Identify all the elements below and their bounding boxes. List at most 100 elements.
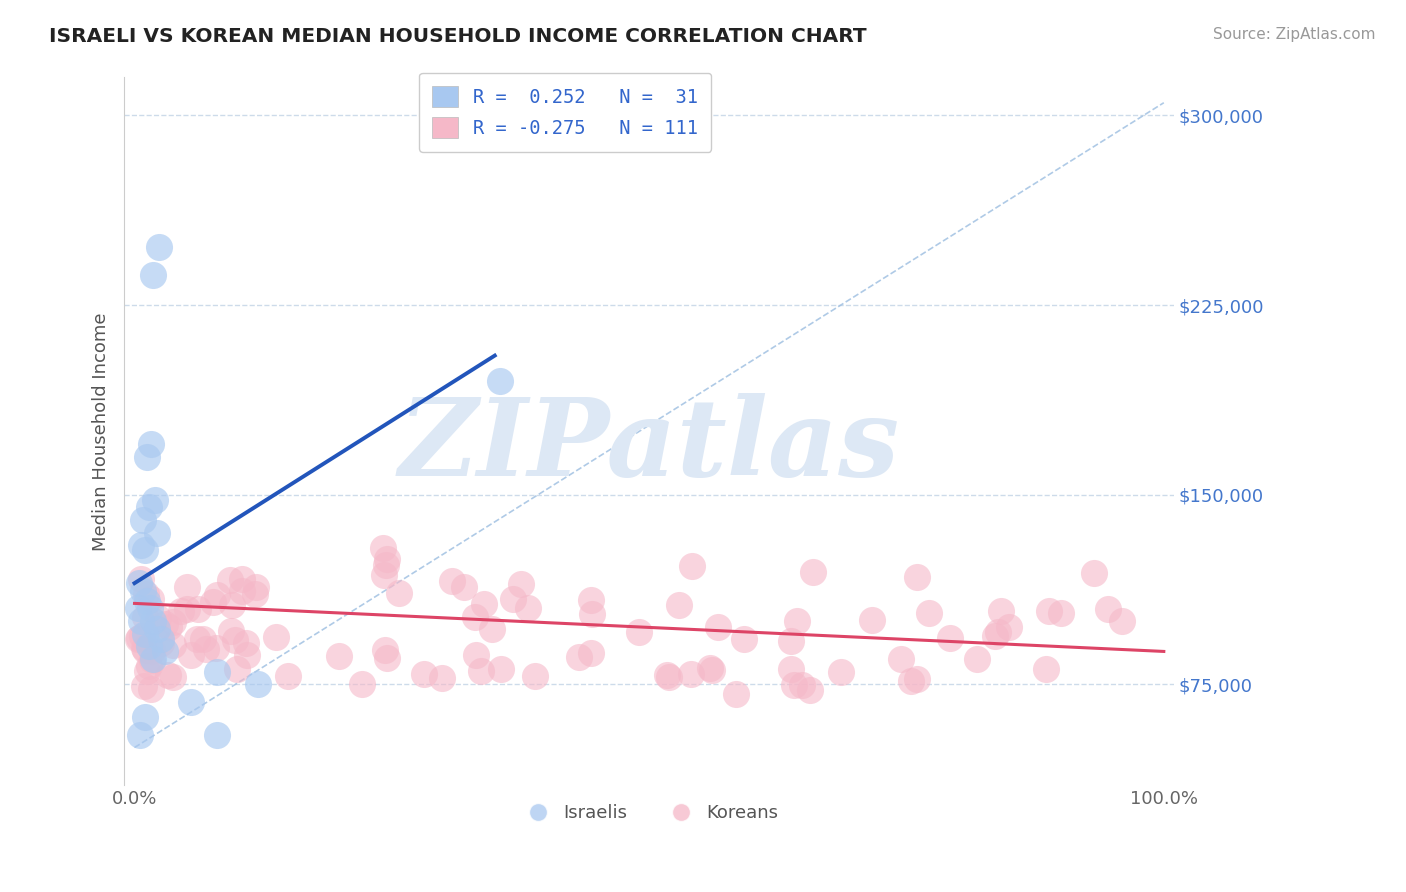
Point: [180, 695, 202, 709]
Point: [221, 624, 243, 638]
Text: ISRAELI VS KOREAN MEDIAN HOUSEHOLD INCOME CORRELATION CHART: ISRAELI VS KOREAN MEDIAN HOUSEHOLD INCOM…: [49, 27, 868, 45]
Point: [481, 622, 503, 636]
Point: [142, 614, 165, 628]
Point: [225, 662, 247, 676]
Point: [134, 609, 156, 624]
Point: [176, 580, 198, 594]
Point: [135, 587, 157, 601]
Point: [135, 450, 157, 464]
Point: [205, 588, 228, 602]
Point: [905, 570, 928, 584]
Point: [373, 567, 395, 582]
Point: [413, 667, 436, 681]
Point: [205, 641, 228, 656]
Point: [131, 629, 153, 643]
Point: [725, 688, 748, 702]
Text: ZIPatlas: ZIPatlas: [398, 392, 900, 499]
Point: [155, 644, 177, 658]
Point: [371, 541, 394, 555]
Point: [127, 632, 149, 646]
Point: [352, 677, 374, 691]
Point: [1097, 602, 1119, 616]
Point: [472, 597, 495, 611]
Point: [128, 631, 150, 645]
Point: [1035, 662, 1057, 676]
Point: [987, 624, 1010, 639]
Point: [236, 648, 259, 663]
Point: [990, 604, 1012, 618]
Point: [139, 682, 162, 697]
Point: [150, 632, 173, 646]
Point: [219, 573, 242, 587]
Point: [136, 665, 159, 679]
Point: [132, 641, 155, 656]
Point: [657, 669, 679, 683]
Point: [139, 592, 162, 607]
Point: [128, 576, 150, 591]
Point: [194, 642, 217, 657]
Point: [1083, 566, 1105, 580]
Point: [966, 652, 988, 666]
Point: [830, 665, 852, 679]
Point: [783, 678, 806, 692]
Point: [502, 592, 524, 607]
Point: [464, 648, 486, 663]
Point: [799, 683, 821, 698]
Point: [134, 679, 156, 693]
Point: [205, 728, 228, 742]
Point: [786, 614, 808, 628]
Point: [138, 500, 160, 515]
Point: [143, 492, 166, 507]
Point: [247, 677, 270, 691]
Point: [129, 538, 152, 552]
Point: [243, 587, 266, 601]
Point: [375, 551, 398, 566]
Point: [984, 629, 1007, 643]
Point: [224, 633, 246, 648]
Point: [681, 559, 703, 574]
Point: [779, 662, 801, 676]
Point: [375, 558, 398, 572]
Point: [388, 585, 411, 599]
Point: [141, 653, 163, 667]
Point: [162, 670, 184, 684]
Point: [668, 598, 690, 612]
Point: [201, 594, 224, 608]
Point: [681, 666, 703, 681]
Point: [221, 599, 243, 613]
Point: [245, 580, 267, 594]
Text: Source: ZipAtlas.com: Source: ZipAtlas.com: [1212, 27, 1375, 42]
Point: [890, 652, 912, 666]
Point: [489, 374, 512, 388]
Point: [918, 606, 941, 620]
Point: [170, 604, 193, 618]
Point: [139, 601, 162, 615]
Point: [707, 620, 730, 634]
Point: [699, 661, 721, 675]
Point: [581, 593, 603, 607]
Point: [157, 619, 180, 633]
Point: [470, 664, 492, 678]
Point: [138, 659, 160, 673]
Point: [581, 607, 603, 622]
Point: [153, 617, 176, 632]
Point: [900, 673, 922, 688]
Point: [790, 678, 813, 692]
Point: [523, 669, 546, 683]
Point: [1038, 603, 1060, 617]
Point: [235, 635, 257, 649]
Point: [264, 630, 287, 644]
Point: [134, 543, 156, 558]
Point: [139, 437, 162, 451]
Point: [860, 613, 883, 627]
Point: [129, 572, 152, 586]
Y-axis label: Median Household Income: Median Household Income: [93, 312, 110, 550]
Point: [779, 633, 801, 648]
Point: [205, 665, 228, 679]
Point: [129, 614, 152, 628]
Point: [568, 650, 591, 665]
Point: [187, 602, 209, 616]
Point: [700, 663, 723, 677]
Point: [328, 648, 350, 663]
Point: [905, 672, 928, 686]
